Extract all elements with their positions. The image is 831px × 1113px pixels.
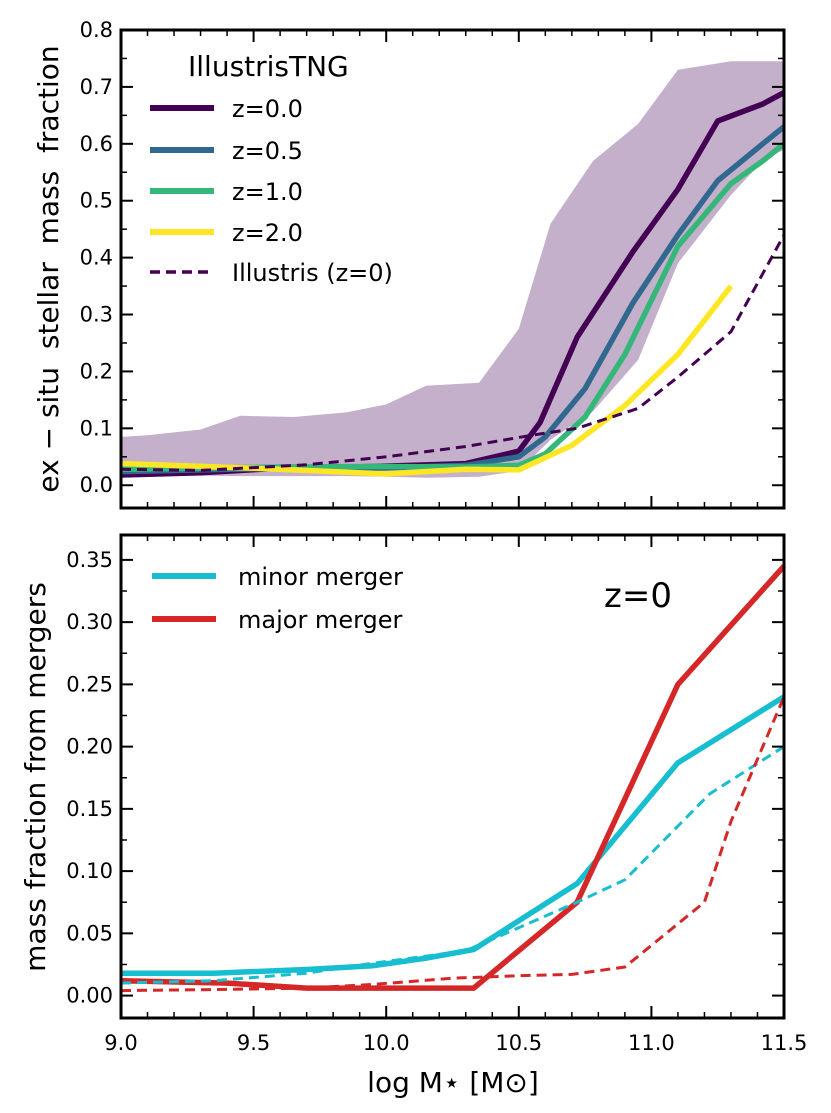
bottom-axes-frame <box>119 533 786 1020</box>
bottom-ytick-label: 0.15 <box>66 797 113 821</box>
scatter-band-z0 <box>121 61 784 478</box>
legend-label-major-merger: major merger <box>238 606 403 634</box>
series-line-illustris-z-0 <box>120 234 786 472</box>
legend-title-illustristng: IllustrisTNG <box>188 50 349 83</box>
series-line-z-2-0 <box>120 284 734 477</box>
bottom-ytick-label: 0.25 <box>66 672 113 696</box>
top-legend: IllustrisTNG z=0.0 z=0.5 z=1.0 z=2.0 Ill… <box>150 50 393 287</box>
top-axes-frame <box>119 28 786 510</box>
bottom-panel: 0.00 0.05 0.10 0.15 0.20 0.25 0.30 0.35 9.0 9.5 10… <box>19 533 807 1099</box>
top-ytick-label: 0.6 <box>80 132 113 156</box>
bottom-ytick-label: 0.05 <box>66 921 113 945</box>
top-scatter-band-group <box>121 61 784 478</box>
top-ytick-label: 0.0 <box>80 473 113 497</box>
bottom-legend: minor merger major merger <box>152 563 403 634</box>
top-ytick-label: 0.7 <box>80 75 113 99</box>
top-ylabel: ex − situ stellar mass fraction <box>32 45 65 492</box>
top-ytick-label: 0.1 <box>80 416 113 440</box>
series-line-major-merger-illustris <box>120 696 786 993</box>
bottom-xtick-label: 10.5 <box>495 1031 542 1055</box>
bottom-ticks-group: 0.00 0.05 0.10 0.15 0.20 0.25 0.30 0.35 9.0 9.5 10… <box>66 535 807 1055</box>
bottom-ytick-label: 0.20 <box>66 735 113 759</box>
bottom-xtick-label: 11.0 <box>628 1031 675 1055</box>
top-ytick-label: 0.5 <box>80 189 113 213</box>
top-panel: 0.0 0.1 0.2 0.3 0.4 0.5 0.6 0.7 0.8 ex − situ st… <box>32 18 786 510</box>
legend-label-z05: z=0.5 <box>232 137 303 165</box>
bottom-xtick-label: 10.0 <box>363 1031 410 1055</box>
bottom-series-group <box>120 564 787 993</box>
bottom-ytick-label: 0.00 <box>66 984 113 1008</box>
top-ytick-label: 0.4 <box>80 246 113 270</box>
series-line-minor-merger <box>121 694 786 976</box>
bottom-xtick-label: 11.5 <box>761 1031 808 1055</box>
bottom-ytick-label: 0.10 <box>66 859 113 883</box>
top-series-group <box>120 90 786 478</box>
bottom-ytick-label: 0.35 <box>66 548 113 572</box>
bottom-xtick-label: 9.0 <box>104 1031 137 1055</box>
top-ticks-group: 0.0 0.1 0.2 0.3 0.4 0.5 0.6 0.7 0.8 <box>80 18 785 508</box>
legend-label-illustris: Illustris (z=0) <box>232 259 393 287</box>
legend-label-z2: z=2.0 <box>232 219 303 247</box>
legend-label-z0: z=0.0 <box>232 95 303 123</box>
series-line-minor-merger-illustris <box>120 745 785 985</box>
series-line-major-merger <box>120 564 787 991</box>
legend-label-z1: z=1.0 <box>232 178 303 206</box>
top-ytick-label: 0.3 <box>80 303 113 327</box>
top-ytick-label: 0.8 <box>80 18 113 42</box>
bottom-xtick-label: 9.5 <box>237 1031 270 1055</box>
bottom-xlabel: log M⋆ [M⊙] <box>367 1066 539 1099</box>
bottom-ytick-label: 0.30 <box>66 610 113 634</box>
legend-label-minor-merger: minor merger <box>238 563 403 591</box>
top-ytick-label: 0.2 <box>80 359 113 383</box>
panel-annotation-z0: z=0 <box>604 576 672 616</box>
bottom-ylabel: mass fraction from mergers <box>19 582 52 972</box>
